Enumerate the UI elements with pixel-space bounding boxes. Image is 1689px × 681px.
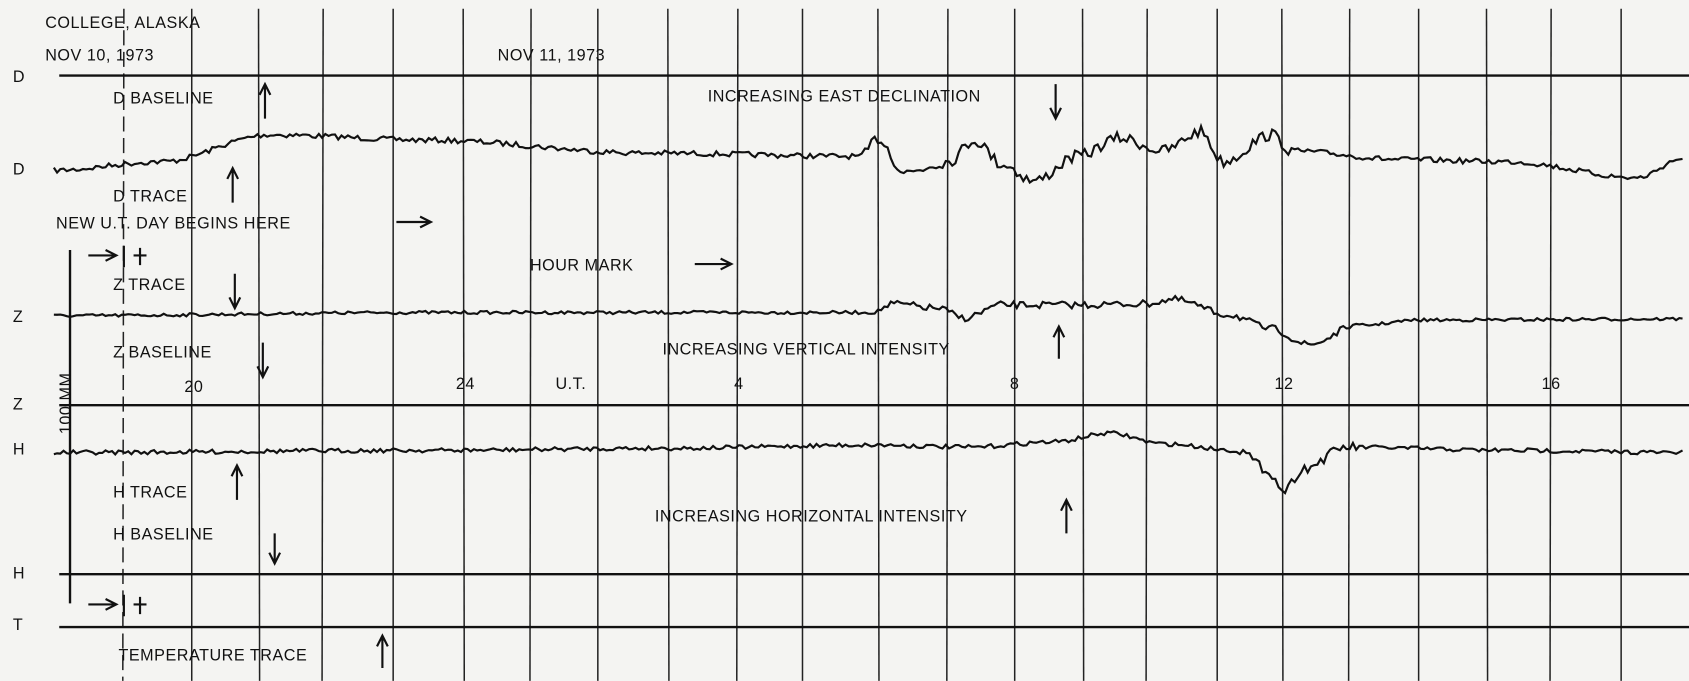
annotation: INCREASING HORIZONTAL INTENSITY [655,507,968,525]
traces [54,126,1683,493]
hour-line [1282,9,1283,681]
hour-line [463,9,464,681]
row-label: H [13,441,25,459]
annotation: HOUR MARK [530,256,634,274]
trace [54,431,1683,493]
annotation: D TRACE [113,188,187,206]
station: COLLEGE, ALASKA [45,14,200,32]
hour-label: 16 [1542,375,1561,393]
annotation: Z TRACE [113,276,186,294]
annotation: INCREASING VERTICAL INTENSITY [662,340,949,358]
annotation: Z BASELINE [113,344,212,362]
annotation: D BASELINE [113,89,213,107]
hour-line [1550,9,1551,681]
row-label: Z [13,308,23,326]
hour-line [530,9,531,681]
hour-label: 24 [456,375,475,393]
hour-label: 12 [1274,375,1293,393]
hour-line [1349,9,1350,681]
row-label: H [13,565,25,583]
annotation: INCREASING EAST DECLINATION [708,87,981,105]
hour-line [1486,9,1487,681]
hour-label: U.T. [555,375,586,393]
hour-label: 4 [734,375,744,393]
row-label: D [13,161,25,179]
scale-label: 100 MM. [57,368,75,435]
row-label: D [13,68,25,86]
hour-line [1083,9,1084,681]
annotation: H TRACE [113,484,187,502]
trace [54,296,1683,344]
annotation: H BASELINE [113,526,213,544]
trace [54,126,1683,182]
hour-label: 8 [1010,375,1020,393]
hour-line [322,9,323,681]
date-next: NOV 11, 1973 [498,46,606,64]
magnetogram: COLLEGE, ALASKA NOV 10, 1973 NOV 11, 197… [0,0,1689,681]
hour-label: 20 [184,378,203,396]
row-label: Z [13,395,23,413]
hour-line [259,9,260,681]
date-start: NOV 10, 1973 [45,46,154,64]
hour-line [1146,9,1147,681]
annotation: TEMPERATURE TRACE [118,646,307,664]
row-label: T [13,616,23,634]
annotation: NEW U.T. DAY BEGINS HERE [56,214,291,232]
